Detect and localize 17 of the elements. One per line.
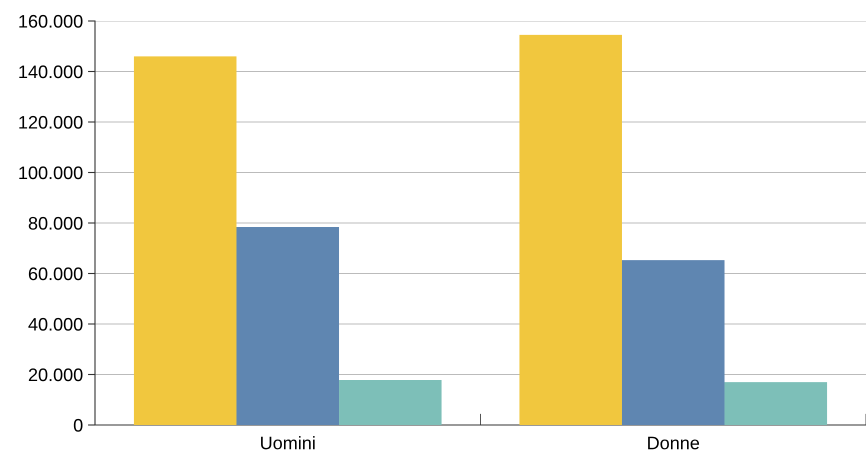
y-tick-label: 60.000 xyxy=(28,267,82,280)
bar xyxy=(519,34,622,425)
x-tick-label: Uomini xyxy=(261,436,315,450)
y-tick-label: 100.000 xyxy=(19,166,82,180)
y-tick-label: 140.000 xyxy=(19,65,82,78)
bar xyxy=(339,380,442,425)
y-tick-label: 80.000 xyxy=(28,216,82,230)
y-tick-label: 20.000 xyxy=(28,368,82,382)
y-tick-label: 120.000 xyxy=(19,116,82,129)
bar xyxy=(724,382,828,425)
y-tick-label: 0 xyxy=(74,418,82,432)
y-tick-label: 40.000 xyxy=(28,318,82,331)
bar xyxy=(622,260,725,425)
y-tick-label: 160.000 xyxy=(19,14,82,28)
bar xyxy=(134,56,236,425)
x-tick-label: Donne xyxy=(648,436,700,450)
bar xyxy=(236,227,340,425)
